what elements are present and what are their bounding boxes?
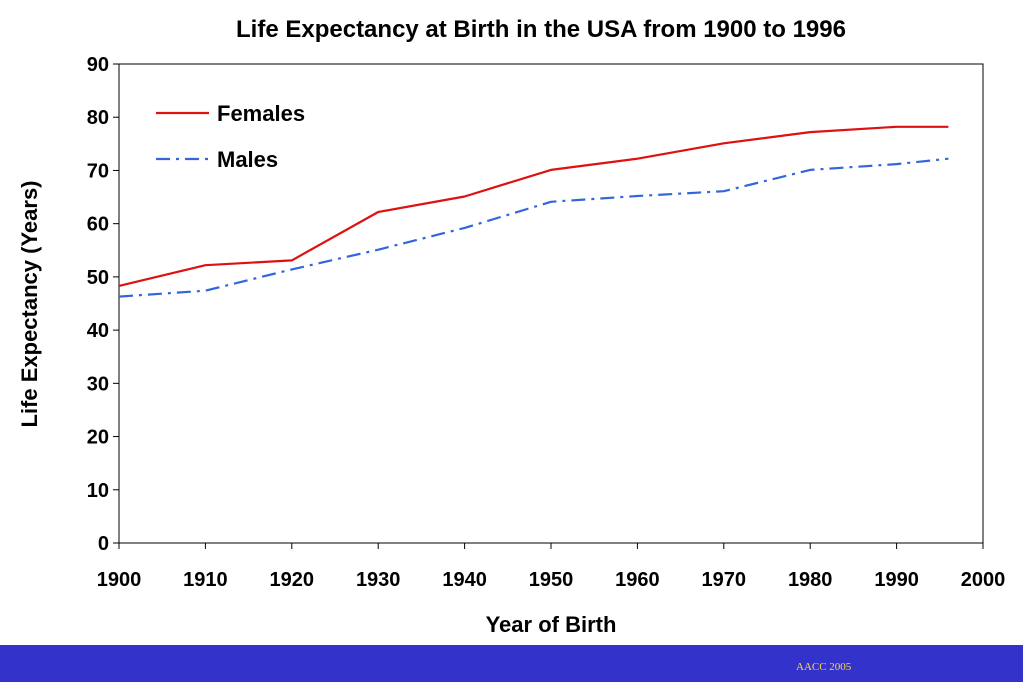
x-tick-label: 1990 [874, 569, 919, 591]
x-axis-ticks: 1900 1910 1920 1930 1940 1950 1960 1970 1980 1990… [97, 543, 1006, 591]
y-tick-label: 40 [87, 320, 109, 342]
y-tick-label: 0 [98, 533, 109, 555]
y-tick-label: 90 [87, 54, 109, 76]
life-expectancy-chart: Life Expectancy at Birth in the USA from… [17, 16, 1006, 637]
series-layer [118, 125, 949, 298]
series-line-males [118, 157, 949, 298]
legend-label-males: Males [217, 147, 278, 172]
x-tick-label: 1930 [356, 569, 401, 591]
x-axis-label: Year of Birth [486, 612, 617, 637]
y-tick-label: 70 [87, 160, 109, 182]
y-tick-label: 30 [87, 373, 109, 395]
plot-area [118, 63, 984, 544]
y-axis-ticks: 0 10 20 30 40 50 60 70 80 90 [87, 54, 119, 555]
footer-credit: AACC 2005 [796, 661, 852, 673]
y-tick-label: 80 [87, 107, 109, 129]
y-tick-label: 50 [87, 267, 109, 289]
y-tick-label: 20 [87, 427, 109, 449]
chart-title: Life Expectancy at Birth in the USA from… [236, 16, 846, 43]
x-tick-label: 1970 [702, 569, 747, 591]
x-tick-label: 1920 [270, 569, 315, 591]
series-line-females [118, 125, 949, 287]
slide-canvas: Life Expectancy at Birth in the USA from… [0, 0, 1023, 645]
x-tick-label: 1900 [97, 569, 142, 591]
legend-label-females: Females [217, 101, 305, 126]
x-tick-label: 2000 [961, 569, 1006, 591]
x-tick-label: 1960 [615, 569, 660, 591]
x-tick-label: 1940 [442, 569, 487, 591]
x-tick-label: 1980 [788, 569, 833, 591]
x-tick-label: 1950 [529, 569, 574, 591]
y-tick-label: 10 [87, 480, 109, 502]
y-axis-label: Life Expectancy (Years) [17, 180, 42, 427]
x-tick-label: 1910 [183, 569, 228, 591]
y-tick-label: 60 [87, 214, 109, 236]
legend: Females Males [156, 101, 305, 172]
